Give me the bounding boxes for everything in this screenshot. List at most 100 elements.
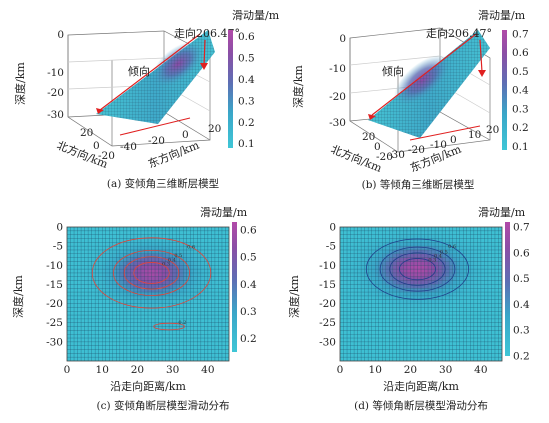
panel-c-heat-cell — [112, 230, 117, 235]
panel-c-heat-cell — [95, 315, 99, 320]
panel-d-heat-cell — [498, 349, 502, 354]
panel-d-heat-cell — [364, 353, 369, 358]
panel-c-heat-cell — [144, 253, 149, 258]
panel-c-heat-cell — [162, 307, 166, 312]
panel-d-heat-cell — [442, 276, 446, 281]
panel-d-heat-cell — [389, 299, 394, 304]
panel-d-heat-cell — [473, 318, 478, 324]
panel-d-heat-cell — [459, 338, 464, 343]
panel-c-heat-cell — [225, 315, 229, 320]
panel-d-heat-cell — [484, 353, 489, 358]
panel-c-heat-cell — [105, 284, 110, 289]
panel-c-heat-cell — [126, 322, 131, 327]
panel-c-heat-cell — [211, 334, 216, 339]
panel-c-heat-cell — [140, 322, 145, 327]
panel-c-heat-cell — [225, 307, 229, 312]
panel-c-heat-cell — [144, 261, 149, 266]
panel-c-heat-cell — [123, 253, 128, 258]
panel-c-heat-cell — [133, 295, 138, 301]
panel-c-heat-cell — [81, 288, 85, 293]
panel-d-heat-cell — [449, 311, 453, 316]
panel-d-heat-cell — [361, 326, 365, 331]
panel-c-heat-cell — [169, 326, 173, 331]
panel-d-xtick: 20 — [404, 364, 417, 376]
panel-d-heat-cell — [410, 249, 415, 255]
panel-d-heat-cell — [459, 303, 464, 308]
panel-c-heat-cell — [211, 288, 216, 293]
panel-c-heat-cell — [81, 242, 85, 247]
panel-d-heat-cell — [410, 345, 415, 350]
panel-c-heat-cell — [95, 230, 99, 235]
panel-c-heat-cell — [74, 249, 78, 255]
panel-d-heat-cell — [364, 338, 369, 343]
panel-c-heat-cell — [204, 227, 209, 232]
panel-d-heat-cell — [463, 341, 468, 346]
panel-c-heat-cell — [133, 272, 138, 278]
panel-c-heat-cell — [67, 330, 71, 335]
panel-c-heat-cell — [140, 341, 145, 346]
panel-c-heat-cell — [133, 246, 138, 251]
panel-c-heat-cell — [190, 276, 195, 281]
panel-c-heat-cell — [183, 318, 188, 324]
panel-c-heat-cell — [77, 242, 82, 247]
panel-d-heat-cell — [491, 345, 496, 350]
panel-d-heat-cell — [375, 234, 380, 239]
panel-c-heat-cell — [162, 330, 166, 335]
panel-c-heat-cell — [221, 338, 226, 343]
panel-d-heat-cell — [410, 307, 415, 312]
panel-d-heat-cell — [410, 338, 415, 343]
panel-d-heat-cell — [343, 242, 348, 247]
panel-c-heat-cell — [183, 330, 188, 335]
panel-c-heat-cell — [116, 326, 121, 331]
panel-c-caption: (c) 变倾角断层模型滑动分布 — [97, 399, 230, 412]
panel-d-heat-cell — [494, 253, 499, 258]
panel-d-heat-cell — [392, 292, 397, 297]
panel-d-heat-cell — [491, 257, 496, 262]
panel-c-heat-cell — [193, 227, 198, 232]
panel-d-heat-cell — [340, 295, 344, 301]
panel-d-heat-cell — [406, 272, 411, 278]
panel-d-heat-cell — [368, 272, 372, 278]
panel-c-heat-cell — [190, 330, 195, 335]
panel-d-heat-cell — [368, 338, 372, 343]
panel-d-heat-cell — [340, 334, 344, 339]
panel-d-heat-cell — [392, 349, 397, 354]
panel-c-heat-cell — [186, 311, 191, 316]
panel-d-heat-cell — [477, 227, 482, 232]
panel-c-heat-cell — [221, 307, 226, 312]
panel-c-heat-cell — [190, 338, 195, 343]
panel-c-heat-cell — [179, 349, 184, 354]
panel-d-heat-cell — [424, 357, 429, 361]
panel-d-heat-cell — [438, 276, 443, 281]
panel-d-heat-cell — [459, 330, 464, 335]
panel-c-heat-cell — [112, 242, 117, 247]
panel-c-heat-cell — [98, 227, 103, 232]
panel-a-north-tick: 20 — [80, 127, 93, 139]
panel-c-heat-cell — [70, 249, 75, 255]
panel-d-heat-cell — [487, 330, 492, 335]
panel-c-heat-cell — [74, 253, 78, 258]
panel-d-heat-cell — [354, 303, 358, 308]
panel-d-xtick: 40 — [474, 364, 487, 376]
panel-d-heat-cell — [371, 322, 376, 327]
panel-d-heat-cell — [428, 322, 432, 327]
panel-c-heat-cell — [148, 322, 152, 327]
panel-d-heat-cell — [361, 234, 365, 239]
panel-d-heat-cell — [399, 303, 404, 308]
panel-d-heat-cell — [449, 322, 453, 327]
panel-d-heat-cell — [473, 246, 478, 251]
panel-c-heat-cell — [162, 349, 166, 354]
panel-c-heat-cell — [126, 288, 131, 293]
panel-c-heat-cell — [105, 338, 110, 343]
panel-c-heat-cell — [148, 227, 152, 232]
panel-d-heat-cell — [466, 338, 471, 343]
panel-c-heat-cell — [148, 311, 152, 316]
panel-d-heat-cell — [459, 249, 464, 255]
panel-d-heat-cell — [438, 334, 443, 339]
panel-c-heat-cell — [218, 353, 223, 358]
panel-d-heat-cell — [498, 288, 502, 293]
panel-d-heat-cell — [389, 326, 394, 331]
panel-c-heat-cell — [140, 349, 145, 354]
panel-d-heat-cell — [484, 257, 489, 262]
panel-c-heat-cell — [119, 269, 124, 274]
